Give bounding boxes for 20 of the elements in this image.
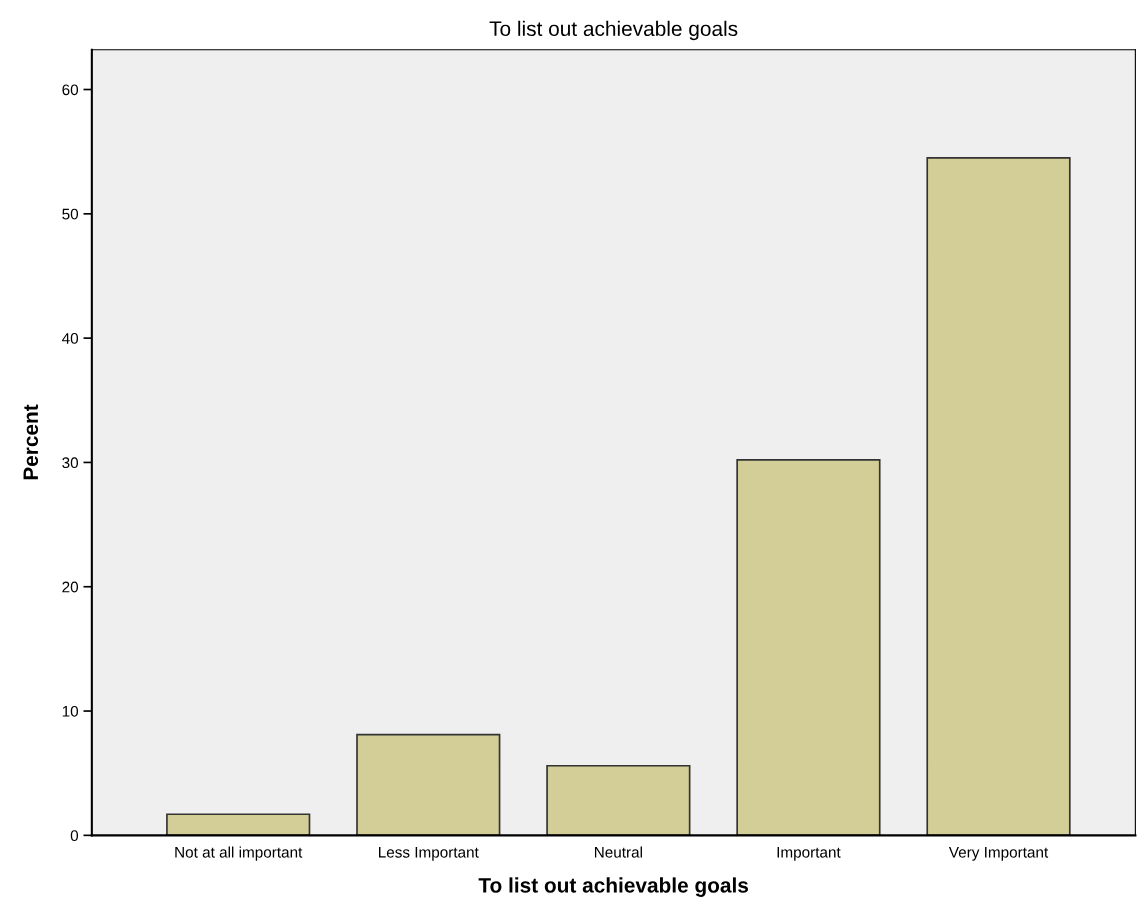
x-tick-label: Very Important xyxy=(948,847,1049,861)
y-axis-title: Percent xyxy=(23,404,39,480)
bar xyxy=(166,813,311,836)
y-tick-label: 10 xyxy=(62,705,79,717)
bar xyxy=(736,459,881,836)
bar xyxy=(546,764,691,836)
x-tick-label: Important xyxy=(777,847,841,861)
y-tick-label: 40 xyxy=(62,332,79,344)
x-tick-label: Not at all important xyxy=(175,846,303,861)
y-tick-label: 60 xyxy=(62,84,79,96)
x-tick-label: Less Important xyxy=(379,847,479,861)
bar xyxy=(356,733,501,836)
y-tick-label: 0 xyxy=(70,830,79,842)
bar xyxy=(926,157,1071,836)
y-tick-label: 30 xyxy=(62,457,79,469)
x-tick-label: Neutral xyxy=(594,846,642,858)
y-tick-label: 50 xyxy=(62,208,79,220)
chart-title: To list out achievable goals xyxy=(489,20,738,41)
x-axis-title: To list out achievable goals xyxy=(478,877,749,897)
y-tick-label: 20 xyxy=(62,581,79,593)
